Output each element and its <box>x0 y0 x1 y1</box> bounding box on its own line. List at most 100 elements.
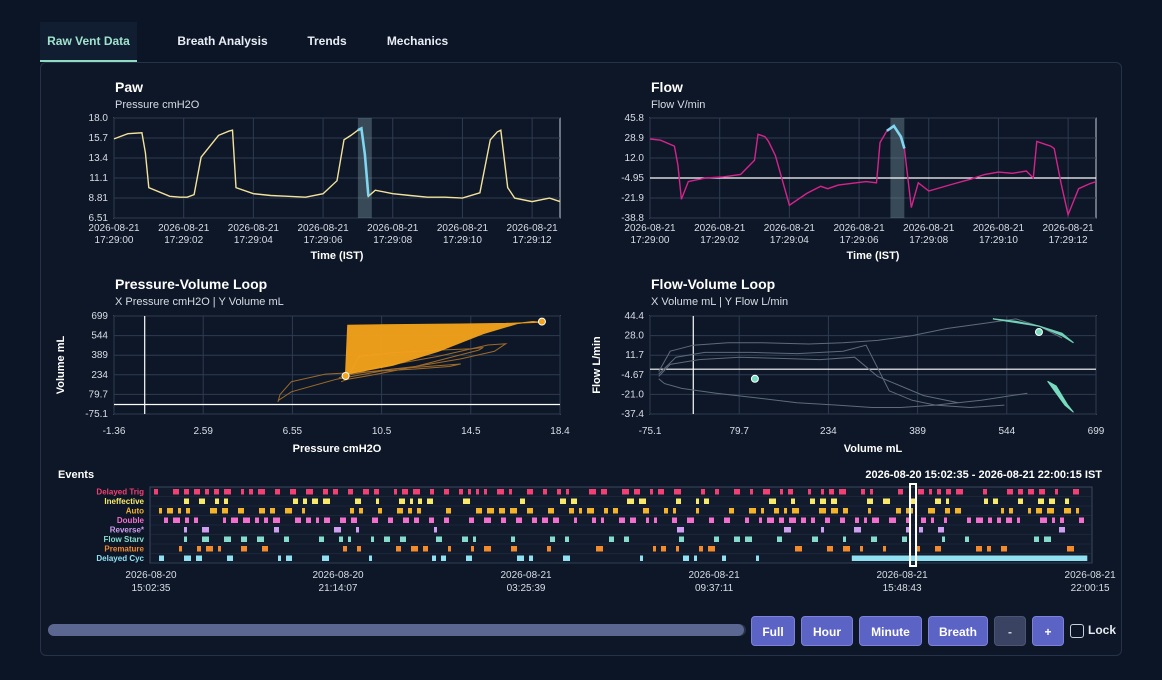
event-mark <box>715 489 719 495</box>
events-window-marker[interactable] <box>909 483 918 567</box>
events-x-tick-date: 2026-08-21 <box>877 570 929 581</box>
hour-button[interactable]: Hour <box>801 616 853 646</box>
flow-x-tick-time: 17:29:12 <box>1049 235 1088 246</box>
lock-checkbox[interactable] <box>1070 624 1084 638</box>
event-mark <box>312 498 318 504</box>
event-mark <box>154 489 158 495</box>
flow-plot-area <box>649 117 1097 219</box>
event-mark <box>197 546 201 552</box>
event-mark <box>302 508 305 514</box>
event-row-label: Reverse* <box>110 526 145 535</box>
minute-button[interactable]: Minute <box>859 616 922 646</box>
event-mark <box>745 536 752 542</box>
event-mark <box>906 527 909 533</box>
event-mark <box>935 498 941 504</box>
full-button[interactable]: Full <box>751 616 795 646</box>
event-mark <box>769 498 776 504</box>
tab-raw-vent-data[interactable]: Raw Vent Data <box>40 22 137 62</box>
paw-x-tick-date: 2026-08-21 <box>297 223 349 234</box>
event-mark <box>270 508 275 514</box>
event-mark <box>516 517 522 523</box>
event-mark <box>417 508 421 514</box>
flow-x-tick-time: 17:29:02 <box>700 235 739 246</box>
event-mark <box>988 517 992 523</box>
event-mark <box>587 508 594 514</box>
fv-y-tick-label: 11.7 <box>625 350 644 361</box>
event-mark <box>699 546 703 552</box>
event-mark <box>756 555 759 561</box>
event-mark <box>861 489 865 495</box>
paw-x-tick-date: 2026-08-21 <box>367 223 419 234</box>
event-mark <box>658 489 664 495</box>
flow-highlight-band <box>890 118 905 218</box>
event-mark <box>550 536 555 542</box>
tab-breath-analysis[interactable]: Breath Analysis <box>177 34 268 48</box>
event-mark <box>553 517 559 523</box>
event-mark <box>501 517 506 523</box>
event-mark <box>906 517 911 523</box>
event-mark <box>696 498 699 504</box>
events-timeline[interactable]: Delayed TrigIneffectiveAutoDoubleReverse… <box>40 482 1120 594</box>
event-mark <box>708 546 715 552</box>
event-mark <box>942 536 945 542</box>
event-mark <box>896 508 901 514</box>
event-row-label: Auto <box>126 507 144 516</box>
paw-chart[interactable]: 18.015.713.411.18.816.512026-08-2117:29:… <box>60 110 570 270</box>
event-mark <box>284 536 289 542</box>
event-mark <box>1028 508 1031 514</box>
event-mark <box>808 489 811 495</box>
event-mark <box>810 498 815 504</box>
event-mark <box>673 508 676 514</box>
paw-y-tick-label: 8.81 <box>89 193 109 204</box>
flow-x-axis-title: Time (IST) <box>847 250 900 262</box>
event-mark <box>801 517 806 523</box>
event-mark <box>855 517 859 523</box>
event-mark <box>643 508 649 514</box>
event-mark <box>178 508 181 514</box>
fv-history-loop <box>658 378 1028 408</box>
zoom-in-button[interactable]: + <box>1032 616 1064 646</box>
event-mark <box>202 536 209 542</box>
event-mark <box>466 555 472 561</box>
event-mark <box>241 489 244 495</box>
event-mark <box>295 517 301 523</box>
event-mark <box>997 517 1001 523</box>
scrollbar-thumb[interactable] <box>48 624 744 636</box>
event-mark <box>640 555 643 561</box>
event-mark <box>224 489 231 495</box>
pv-loop-chart[interactable]: 699 544 389 234 79.7 -75.1 -1.36 2.59 6.55 10.5 14… <box>52 306 572 460</box>
flow-y-tick-label: -4.95 <box>621 173 644 184</box>
fv-loop-chart[interactable]: 44.4 28.0 11.7 -4.67 -21.0 -37.4 -75.1 79.7 234 3… <box>588 306 1108 460</box>
flow-chart[interactable]: 45.828.912.0-4.95-21.9-38.82026-08-2117:… <box>596 110 1106 270</box>
event-mark <box>774 508 779 514</box>
paw-y-tick-label: 18.0 <box>89 113 109 124</box>
paw-y-tick-label: 15.7 <box>89 133 109 144</box>
flow-x-tick-date: 2026-08-21 <box>764 223 816 234</box>
event-mark <box>694 555 697 561</box>
event-mark <box>471 546 474 552</box>
event-mark <box>194 489 200 495</box>
event-mark <box>745 517 749 523</box>
event-mark <box>446 508 451 514</box>
flow-x-tick-date: 2026-08-21 <box>833 223 885 234</box>
event-mark <box>356 527 359 533</box>
fv-y-tick-label: 44.4 <box>625 311 645 322</box>
event-mark <box>403 517 409 523</box>
breath-button[interactable]: Breath <box>928 616 988 646</box>
event-mark <box>430 489 434 495</box>
flow-x-tick-date: 2026-08-21 <box>973 223 1025 234</box>
event-mark <box>955 508 961 514</box>
timeline-scrollbar[interactable] <box>48 624 746 636</box>
tab-trends[interactable]: Trends <box>307 34 347 48</box>
events-range: 2026-08-20 15:02:35 - 2026-08-21 22:00:1… <box>865 469 1102 481</box>
event-mark <box>167 508 173 514</box>
event-mark <box>459 489 463 495</box>
tab-mechanics[interactable]: Mechanics <box>386 34 449 48</box>
event-mark <box>469 517 474 523</box>
event-mark <box>557 489 561 495</box>
fv-current-loop-tail <box>1047 380 1074 413</box>
event-mark <box>574 517 577 523</box>
event-row-label: Delayed Cyc <box>96 554 144 563</box>
event-mark <box>946 498 949 504</box>
zoom-out-button[interactable]: - <box>994 616 1026 646</box>
